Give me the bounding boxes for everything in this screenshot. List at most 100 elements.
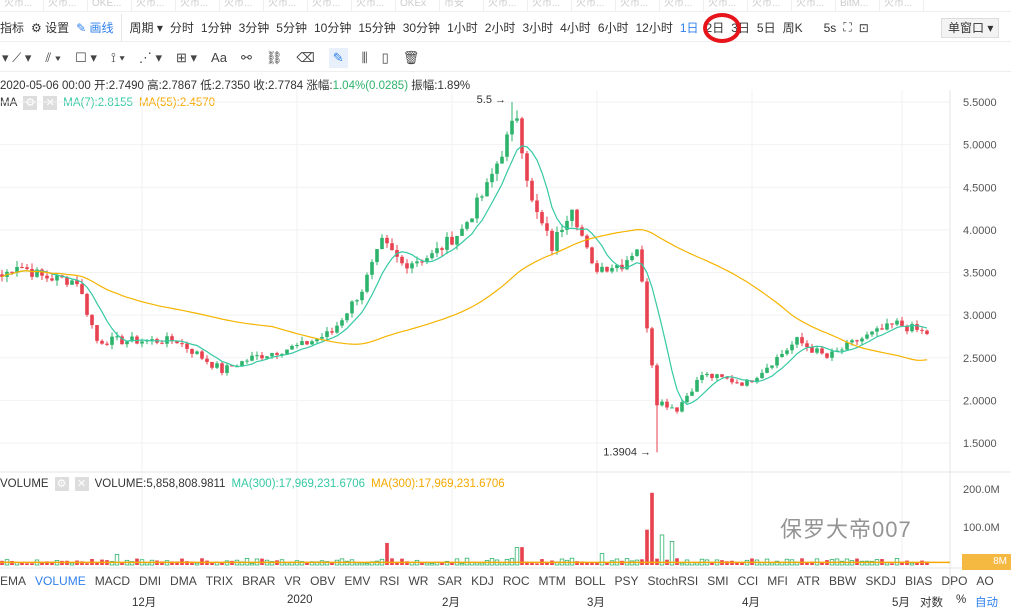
indicator-tab[interactable]: AO <box>976 574 994 588</box>
line-tool-icon[interactable]: ▾ ⟋ ▾ <box>2 49 32 65</box>
market-tab[interactable]: 币安 <box>440 0 484 11</box>
market-tab[interactable]: OKEx <box>396 0 440 11</box>
market-tab[interactable]: 火币... <box>704 0 748 11</box>
eraser-icon[interactable]: ⌫ <box>296 49 315 65</box>
gear-icon[interactable]: ⚙ <box>54 477 69 491</box>
interval-周K[interactable]: 周K <box>782 21 803 35</box>
close-icon[interactable]: ✕ <box>43 96 58 110</box>
interval-3小时[interactable]: 3小时 <box>522 21 554 35</box>
indicator-tab[interactable]: CCI <box>737 574 759 588</box>
candlestick-chart[interactable]: 5.5000 5.0000 4.5000 4.0000 3.5000 3.0000 2.50… <box>0 90 1011 590</box>
fib-tool-icon[interactable]: ⟟ ▾ <box>110 49 125 65</box>
indicator-tab[interactable]: VR <box>284 574 302 588</box>
indicator-tab[interactable]: EMA <box>0 574 27 588</box>
market-tab[interactable]: 火币... <box>220 0 264 11</box>
indicator-tab[interactable]: SAR <box>437 574 463 588</box>
close-icon[interactable]: ✕ <box>74 477 89 491</box>
indicator-tab[interactable]: BBW <box>829 574 857 588</box>
market-tab[interactable]: BitM... <box>836 0 880 11</box>
candle-body <box>740 382 744 386</box>
indicator-tab[interactable]: SMI <box>707 574 729 588</box>
market-tab[interactable]: 火币... <box>528 0 572 11</box>
market-tab[interactable]: 火币... <box>748 0 792 11</box>
screenshot-icon[interactable]: ⊡ <box>858 20 869 35</box>
indicator-tab[interactable]: WR <box>408 574 429 588</box>
market-tab[interactable]: 火币... <box>132 0 176 11</box>
indicator-tab[interactable]: VOLUME <box>35 574 86 588</box>
indicator-tab[interactable]: RSI <box>379 574 400 588</box>
interval-3分钟[interactable]: 3分钟 <box>238 21 270 35</box>
market-tab[interactable]: 火币... <box>176 0 220 11</box>
interval-1小时[interactable]: 1小时 <box>447 21 478 35</box>
interval-分时[interactable]: 分时 <box>169 21 194 35</box>
interval-5分钟[interactable]: 5分钟 <box>276 21 307 35</box>
indicator-tab[interactable]: BIAS <box>905 574 933 588</box>
indicator-tab[interactable]: MFI <box>767 574 788 588</box>
interval-1日[interactable]: 1日 <box>679 21 699 35</box>
link-icon[interactable]: ⛓ <box>265 49 283 65</box>
refresh-interval[interactable]: 5s <box>823 20 837 35</box>
period-dropdown[interactable]: 周期 ▾ <box>129 21 163 35</box>
indicator-tab[interactable]: DMI <box>139 574 162 588</box>
interval-4小时[interactable]: 4小时 <box>560 21 591 35</box>
indicator-tab[interactable]: StochRSI <box>647 574 699 588</box>
gear-icon[interactable]: ⚙ <box>23 96 38 110</box>
indicator-tab[interactable]: BRAR <box>242 574 276 588</box>
lock-icon[interactable]: ⫼ <box>361 49 368 65</box>
candle-body <box>15 266 19 273</box>
indicators-button[interactable]: 指标 <box>0 21 25 35</box>
parallel-tool-icon[interactable]: ⫽ ▾ <box>45 49 62 65</box>
indicator-tab[interactable]: OBV <box>310 574 336 588</box>
interval-5日[interactable]: 5日 <box>756 21 776 35</box>
window-mode-select[interactable]: 单窗口 ▾ <box>941 18 999 38</box>
market-tab[interactable]: 火币... <box>0 0 44 11</box>
text-tool[interactable]: Aa <box>211 50 227 65</box>
market-tab[interactable]: OKE... <box>88 0 132 11</box>
continuous-draw-icon[interactable]: ✎ <box>328 47 348 68</box>
indicator-tab[interactable]: ATR <box>796 574 821 588</box>
indicator-tab[interactable]: SKDJ <box>865 574 897 588</box>
wave-tool-icon[interactable]: ⋰ ▾ <box>138 49 162 65</box>
measure-tool-icon[interactable]: ⊞ ▾ <box>176 49 198 65</box>
indicator-tab[interactable]: MTM <box>538 574 566 588</box>
indicator-tab[interactable]: MACD <box>94 574 131 588</box>
market-tab[interactable]: 火币... <box>484 0 528 11</box>
log-scale-toggle[interactable]: 对数 <box>920 597 943 609</box>
interval-30分钟[interactable]: 30分钟 <box>402 21 441 35</box>
market-tab[interactable]: 火币... <box>660 0 704 11</box>
indicator-tab[interactable]: DPO <box>941 574 968 588</box>
rectangle-tool-icon[interactable]: ☐ ▾ <box>75 49 97 65</box>
candle-body <box>275 353 279 355</box>
market-tab[interactable]: 火币... <box>792 0 836 11</box>
indicator-tab[interactable]: PSY <box>614 574 639 588</box>
indicator-tab[interactable]: BOLL <box>574 574 606 588</box>
indicator-tab[interactable]: EMV <box>344 574 371 588</box>
indicator-tab[interactable]: DMA <box>170 574 197 588</box>
interval-6小时[interactable]: 6小时 <box>597 21 629 35</box>
auto-toggle[interactable]: 自动 <box>975 597 998 609</box>
percent-toggle[interactable]: % <box>956 594 967 606</box>
indicator-tab[interactable]: KDJ <box>471 574 494 588</box>
market-tab[interactable]: 火币... <box>44 0 88 11</box>
market-tab[interactable]: 火币... <box>352 0 396 11</box>
interval-2小时[interactable]: 2小时 <box>484 21 516 35</box>
indicator-tab[interactable]: ROC <box>502 574 530 588</box>
magnet-icon[interactable]: ⚯ <box>240 49 252 65</box>
interval-15分钟[interactable]: 15分钟 <box>358 21 396 35</box>
draw-button[interactable]: ✎ 画线 <box>76 21 114 35</box>
market-tab[interactable]: 火币... <box>616 0 660 11</box>
candle-body <box>780 353 784 357</box>
trash-icon[interactable]: 🗑 <box>402 49 420 65</box>
hide-icon[interactable]: ▯ <box>381 49 389 65</box>
settings-button[interactable]: ⚙ 设置 <box>31 21 70 35</box>
indicator-tab[interactable]: TRIX <box>205 574 234 588</box>
market-tab[interactable]: 火币... <box>308 0 352 11</box>
interval-1分钟[interactable]: 1分钟 <box>200 21 232 35</box>
market-tab[interactable]: 火币... <box>572 0 616 11</box>
market-tab[interactable]: 火币... <box>264 0 308 11</box>
interval-10分钟[interactable]: 10分钟 <box>313 21 352 35</box>
market-tab[interactable]: 火币... <box>880 0 924 11</box>
fullscreen-icon[interactable]: ⛶ <box>843 20 852 34</box>
candle-body <box>870 331 874 335</box>
interval-12小时[interactable]: 12小时 <box>635 21 673 35</box>
